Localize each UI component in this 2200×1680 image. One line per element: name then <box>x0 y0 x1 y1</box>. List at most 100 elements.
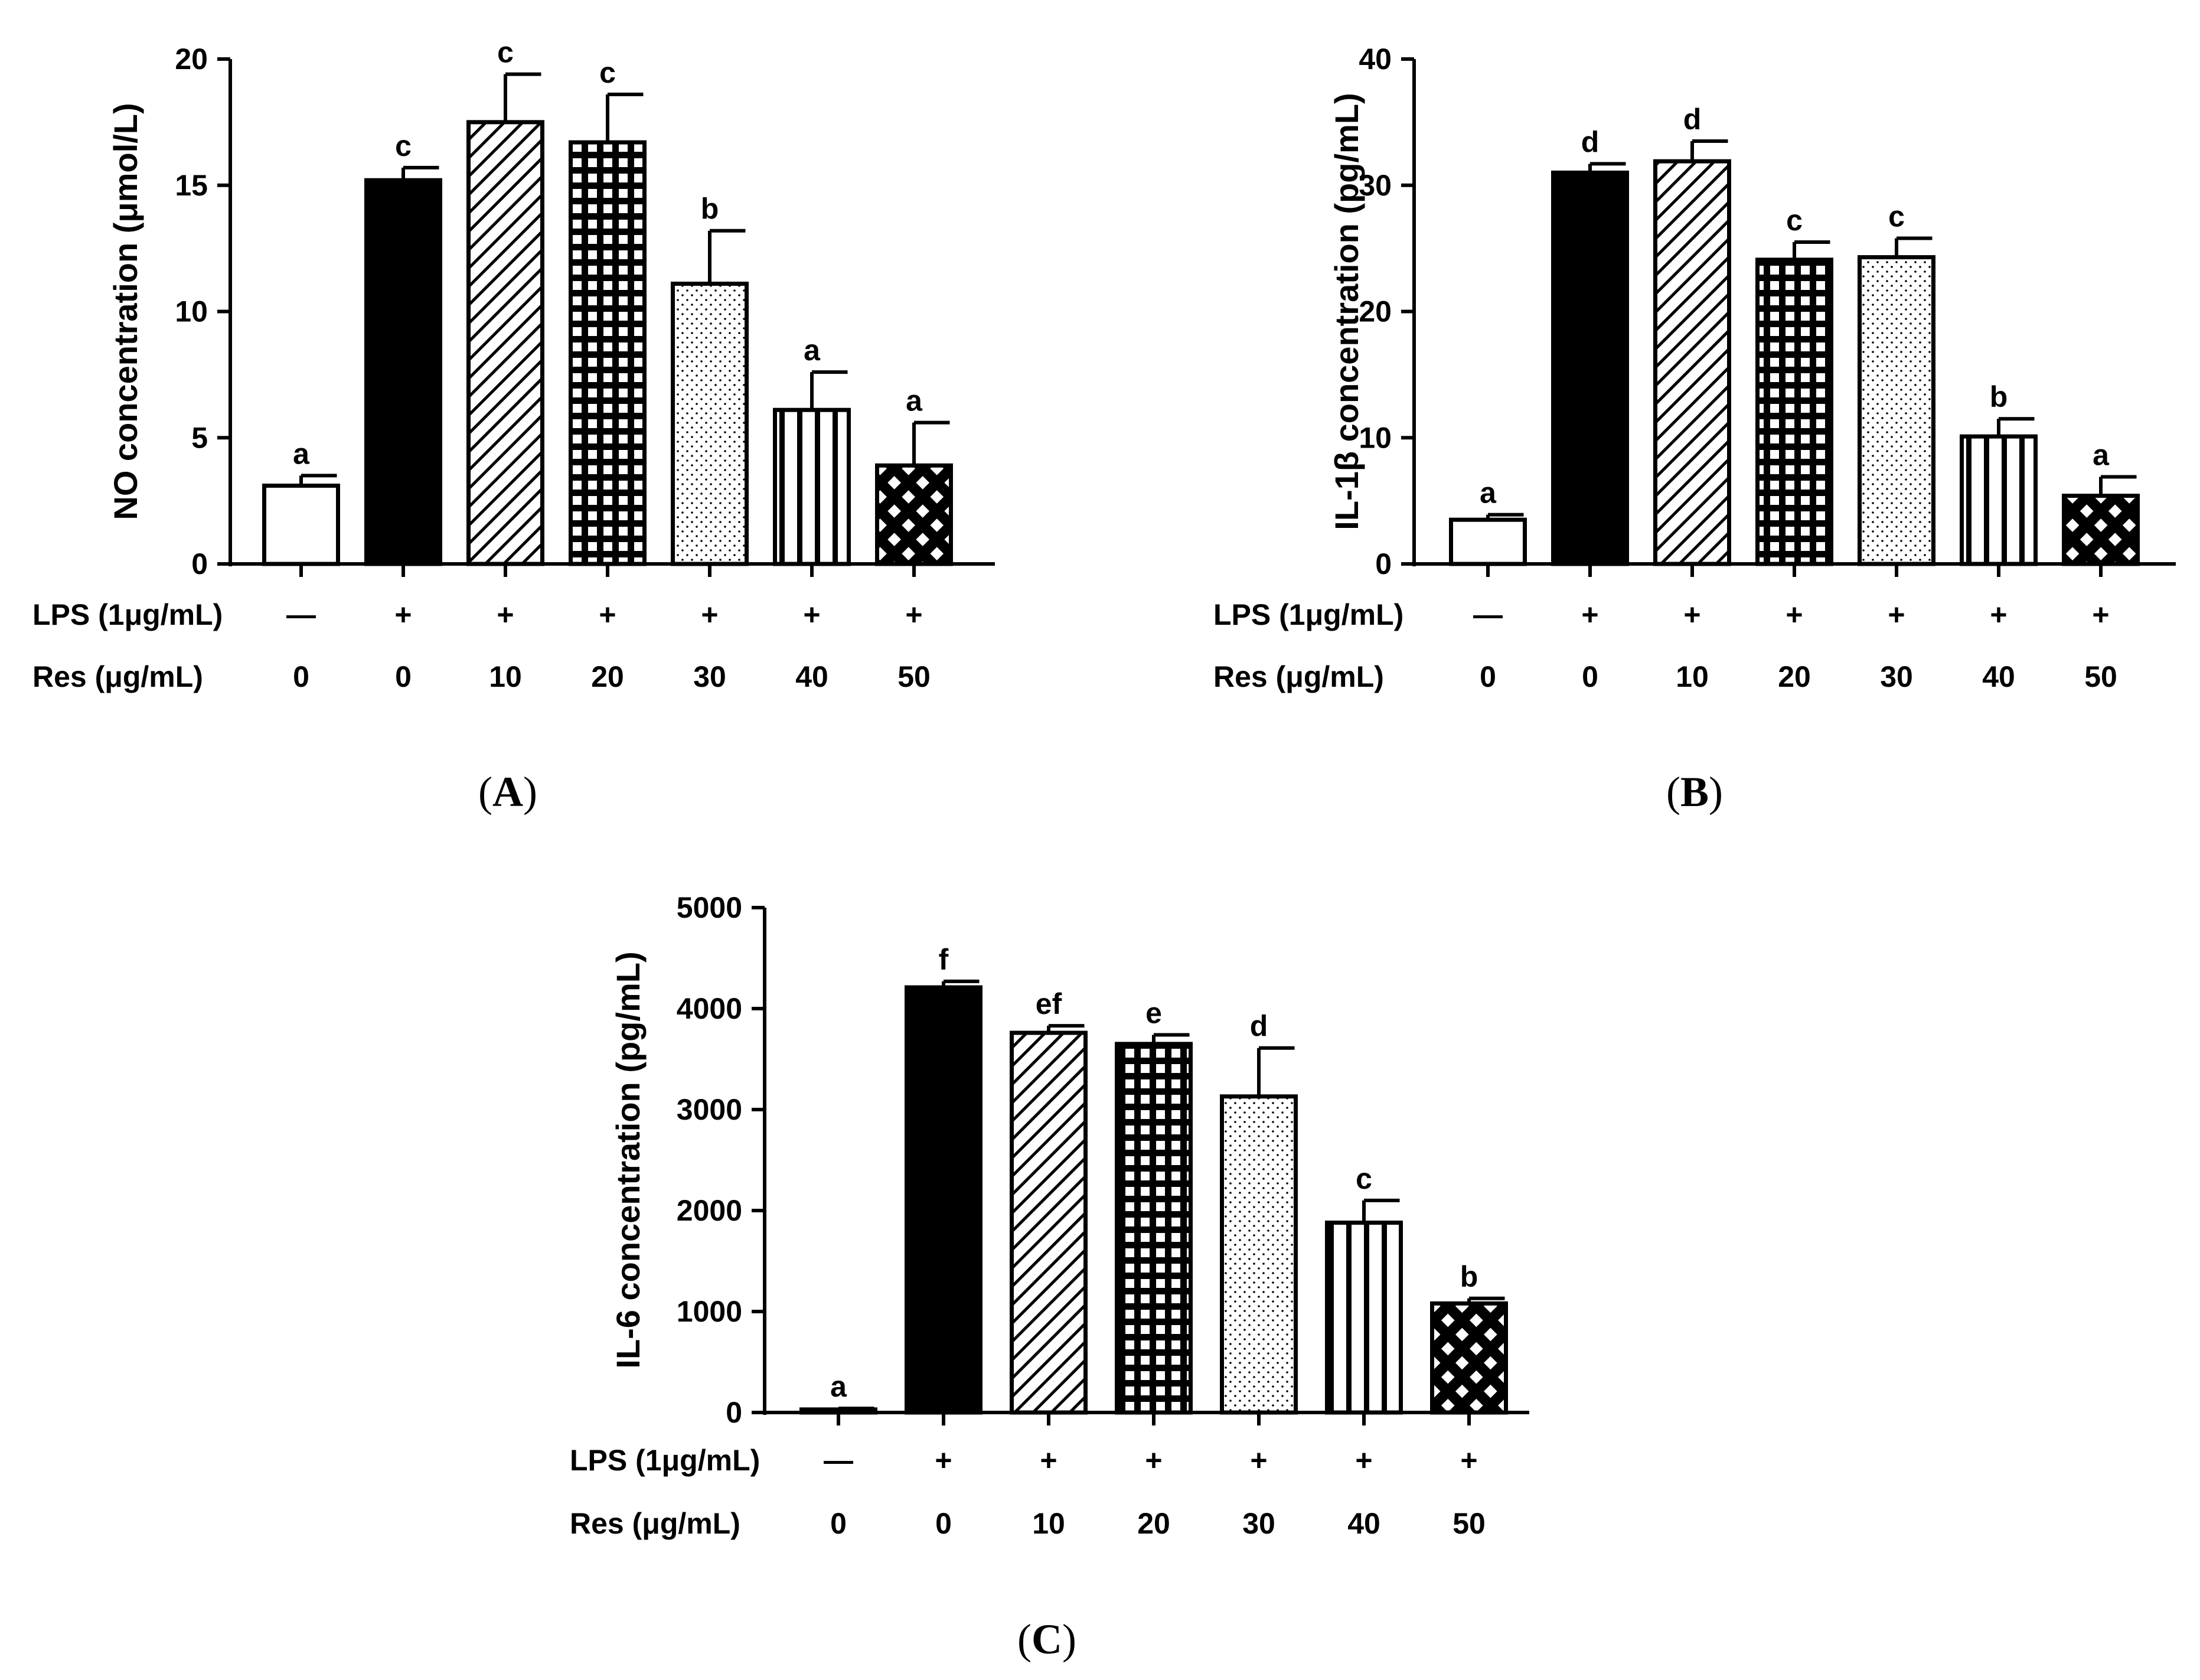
lps-row-label-b: LPS (1μg/mL) <box>1213 598 1403 631</box>
bar-b-1 <box>1449 517 1527 566</box>
y-tick-label-a-3: 10 <box>175 295 208 328</box>
res-value-a-7: 50 <box>897 660 931 693</box>
bar-a-4 <box>569 140 647 566</box>
lps-value-b-3: + <box>1683 598 1700 631</box>
y-tick-label-b-1: 0 <box>1375 547 1392 580</box>
lps-value-b-5: + <box>1888 598 1905 631</box>
significance-label-c-6: c <box>1356 1162 1372 1195</box>
bar-a-2 <box>364 178 442 566</box>
bar-a-1 <box>262 483 340 566</box>
lps-value-c-5: + <box>1250 1444 1267 1477</box>
significance-label-c-4: e <box>1145 996 1162 1029</box>
bar-a-5 <box>671 281 749 566</box>
lps-value-b-4: + <box>1786 598 1803 631</box>
lps-value-c-7: + <box>1460 1444 1477 1477</box>
bar-a-7 <box>875 463 953 566</box>
y-tick-label-c-2: 1000 <box>677 1295 742 1328</box>
lps-row-label-c: LPS (1μg/mL) <box>570 1444 760 1477</box>
res-row-label-b: Res (μg/mL) <box>1213 660 1384 693</box>
significance-label-a-1: a <box>293 437 310 470</box>
significance-label-c-5: d <box>1250 1010 1268 1043</box>
res-value-b-3: 10 <box>1676 660 1709 693</box>
lps-value-a-3: + <box>497 598 514 631</box>
res-value-c-7: 50 <box>1452 1507 1486 1540</box>
res-value-b-2: 0 <box>1582 660 1598 693</box>
significance-label-c-1: a <box>830 1370 847 1403</box>
lps-value-b-1: — <box>1473 598 1503 631</box>
lps-value-b-6: + <box>1990 598 2007 631</box>
bar-a-3 <box>466 120 544 566</box>
lps-value-a-6: + <box>803 598 820 631</box>
res-value-c-2: 0 <box>935 1507 952 1540</box>
bar-c-2 <box>905 985 983 1415</box>
bar-b-7 <box>2062 494 2140 566</box>
res-row-label-a: Res (μg/mL) <box>32 660 203 693</box>
y-axis-label-c: IL-6 concentration (pg/mL) <box>609 951 647 1368</box>
significance-label-a-4: c <box>599 56 616 89</box>
lps-value-b-2: + <box>1581 598 1598 631</box>
significance-label-b-6: b <box>1990 380 2008 413</box>
bar-c-4 <box>1115 1042 1193 1415</box>
lps-value-a-5: + <box>701 598 718 631</box>
res-value-c-6: 40 <box>1347 1507 1380 1540</box>
bar-b-3 <box>1653 159 1731 566</box>
y-tick-label-b-5: 40 <box>1359 43 1392 76</box>
significance-label-a-5: b <box>701 193 719 226</box>
bar-c-5 <box>1220 1094 1298 1415</box>
y-tick-label-b-2: 10 <box>1359 421 1392 454</box>
lps-value-c-6: + <box>1355 1444 1372 1477</box>
res-value-a-6: 40 <box>795 660 828 693</box>
lps-value-c-3: + <box>1040 1444 1057 1477</box>
lps-value-a-2: + <box>394 598 412 631</box>
bar-c-7 <box>1430 1301 1508 1415</box>
bar-b-5 <box>1858 255 1935 566</box>
bar-b-4 <box>1755 257 1833 566</box>
significance-label-a-2: c <box>395 129 412 162</box>
res-row-label-c: Res (μg/mL) <box>570 1507 740 1540</box>
significance-label-b-5: c <box>1888 200 1905 233</box>
lps-value-a-4: + <box>599 598 616 631</box>
y-tick-label-c-6: 5000 <box>677 891 742 924</box>
res-value-b-7: 50 <box>2084 660 2117 693</box>
y-tick-label-c-1: 0 <box>726 1396 742 1429</box>
res-value-c-5: 30 <box>1242 1507 1275 1540</box>
lps-value-a-7: + <box>905 598 922 631</box>
y-tick-label-a-1: 0 <box>191 547 208 580</box>
res-value-b-6: 40 <box>1982 660 2015 693</box>
significance-label-b-3: d <box>1683 103 1702 136</box>
y-tick-label-c-4: 3000 <box>677 1093 742 1126</box>
lps-value-c-2: + <box>935 1444 952 1477</box>
y-tick-label-a-5: 20 <box>175 43 208 76</box>
significance-label-a-7: a <box>906 384 923 417</box>
res-value-b-5: 30 <box>1880 660 1913 693</box>
bar-c-3 <box>1010 1030 1088 1415</box>
y-tick-label-a-4: 15 <box>175 169 208 202</box>
res-value-a-3: 10 <box>489 660 522 693</box>
significance-label-c-7: b <box>1460 1260 1478 1293</box>
significance-label-a-3: c <box>497 36 514 69</box>
lps-value-a-1: — <box>286 598 316 631</box>
lps-value-b-7: + <box>2092 598 2109 631</box>
res-value-c-1: 0 <box>830 1507 847 1540</box>
res-value-a-2: 0 <box>395 660 412 693</box>
lps-value-c-4: + <box>1145 1444 1162 1477</box>
bar-b-6 <box>1960 434 2038 566</box>
bar-c-6 <box>1325 1221 1403 1415</box>
y-tick-label-c-3: 2000 <box>677 1194 742 1227</box>
significance-label-c-3: ef <box>1036 987 1062 1020</box>
res-value-a-5: 30 <box>693 660 726 693</box>
lps-value-c-1: — <box>824 1444 853 1477</box>
y-tick-label-c-5: 4000 <box>677 992 742 1025</box>
panel-label-b: (B) <box>1666 768 1723 815</box>
lps-row-label-a: LPS (1μg/mL) <box>32 598 223 631</box>
panel-a-chart: a c c c b a a 0 5 10 15 20 NO concentration (μmol/L)… <box>32 36 995 815</box>
panel-b-chart: a d d c c b a 0 10 20 30 40 IL-1β concentration (pg/… <box>1213 43 2176 815</box>
res-value-a-1: 0 <box>293 660 309 693</box>
bar-b-2 <box>1551 170 1629 566</box>
bar-a-6 <box>773 407 851 566</box>
res-value-b-1: 0 <box>1480 660 1496 693</box>
significance-label-a-6: a <box>804 334 821 367</box>
y-axis-label-a: NO concentration (μmol/L) <box>107 103 144 520</box>
